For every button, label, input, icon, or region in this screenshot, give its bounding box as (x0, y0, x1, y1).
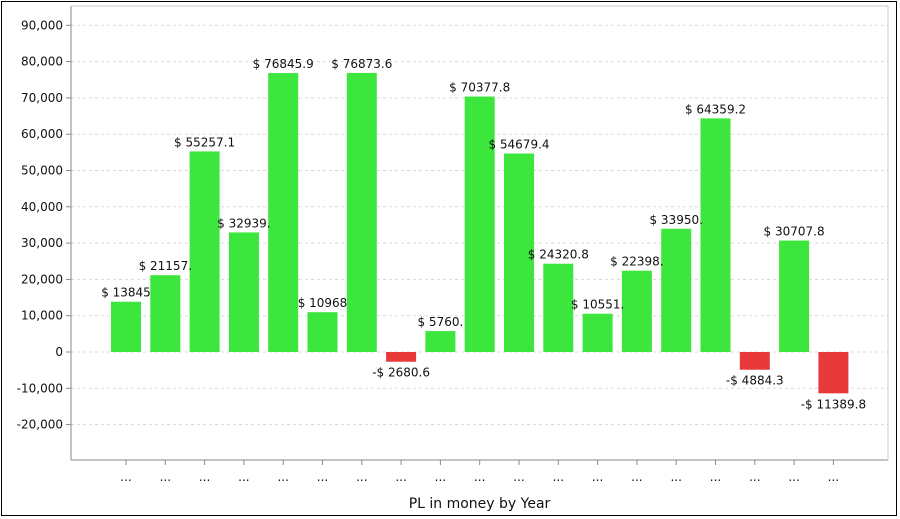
data-label: $ 10968 (298, 296, 348, 310)
bar (464, 96, 495, 352)
data-label: $ 21157. (139, 259, 192, 273)
x-tick-label: ... (199, 470, 210, 484)
bars (111, 72, 849, 394)
bar (582, 313, 613, 352)
data-label: $ 76873.6 (331, 57, 392, 71)
x-tick-label: ... (631, 470, 642, 484)
bar (779, 240, 810, 352)
x-tick-label: ... (356, 470, 367, 484)
y-tick-label: -20,000 (17, 418, 63, 432)
data-label: -$ 11389.8 (801, 397, 866, 411)
x-tick-label: ... (553, 470, 564, 484)
bar (228, 232, 259, 352)
x-tick-label: ... (474, 470, 485, 484)
bar (307, 312, 338, 352)
data-label: $ 76845.9 (253, 57, 314, 71)
data-label: $ 22398. (610, 255, 663, 269)
x-tick-label: ... (670, 470, 681, 484)
bar (818, 352, 849, 394)
bar (425, 331, 456, 352)
y-tick-label: 10,000 (21, 309, 63, 323)
bar (189, 151, 220, 352)
x-tick-label: ... (277, 470, 288, 484)
x-tick-label: ... (120, 470, 131, 484)
x-axis-title: PL in money by Year (409, 496, 551, 512)
bar (346, 72, 377, 353)
bar (621, 270, 652, 352)
y-tick-label: 50,000 (21, 164, 63, 178)
y-tick-label: 40,000 (21, 200, 63, 214)
data-label: $ 10551. (571, 298, 624, 312)
y-tick-label: 30,000 (21, 236, 63, 250)
x-tick-label: ... (317, 470, 328, 484)
bar (700, 118, 731, 353)
bar (268, 73, 299, 353)
x-tick-label: ... (513, 470, 524, 484)
y-tick-label: 0 (55, 345, 63, 359)
data-label: -$ 4884.3 (726, 374, 784, 388)
data-label: $ 70377.8 (449, 81, 510, 95)
y-tick-label: 80,000 (21, 55, 63, 69)
bar (661, 228, 692, 352)
x-tick-label: ... (592, 470, 603, 484)
axes (66, 5, 889, 465)
x-tick-label: ... (710, 470, 721, 484)
bar (150, 275, 181, 352)
data-label: $ 33950. (649, 213, 702, 227)
y-tick-label: -10,000 (17, 381, 63, 395)
y-tick-labels: -20,000 -10,000 0 10,000 20,000 30,000 40,000 5… (17, 18, 63, 431)
x-tick-label: ... (788, 470, 799, 484)
x-tick-label: ... (238, 470, 249, 484)
x-tick-label: ... (435, 470, 446, 484)
data-label: $ 5760. (417, 315, 463, 329)
x-tick-label: ... (749, 470, 760, 484)
y-tick-label: 70,000 (21, 91, 63, 105)
y-tick-label: 20,000 (21, 272, 63, 286)
x-tick-label: ... (828, 470, 839, 484)
bar (739, 352, 770, 370)
category-labels: ........................................… (120, 470, 839, 484)
x-tick-label: ... (160, 470, 171, 484)
data-label: $ 13845 (101, 286, 151, 300)
data-label: $ 32939. (217, 216, 270, 230)
data-label: $ 55257.1 (174, 135, 235, 149)
x-tick-label: ... (395, 470, 406, 484)
data-label: $ 54679.4 (488, 138, 549, 152)
bar (111, 301, 141, 352)
bar (543, 263, 574, 352)
data-label: $ 30707.8 (764, 225, 825, 239)
data-label: -$ 2680.6 (372, 366, 430, 380)
data-label: $ 24320.8 (528, 248, 589, 262)
data-labels: $ 13845 $ 21157. $ 55257.1 $ 32939. $ 76845.… (101, 57, 866, 411)
y-tick-label: 90,000 (21, 18, 63, 32)
y-tick-label: 60,000 (21, 127, 63, 141)
data-label: $ 64359.2 (685, 102, 746, 116)
bar (386, 352, 417, 362)
bar (504, 153, 534, 352)
